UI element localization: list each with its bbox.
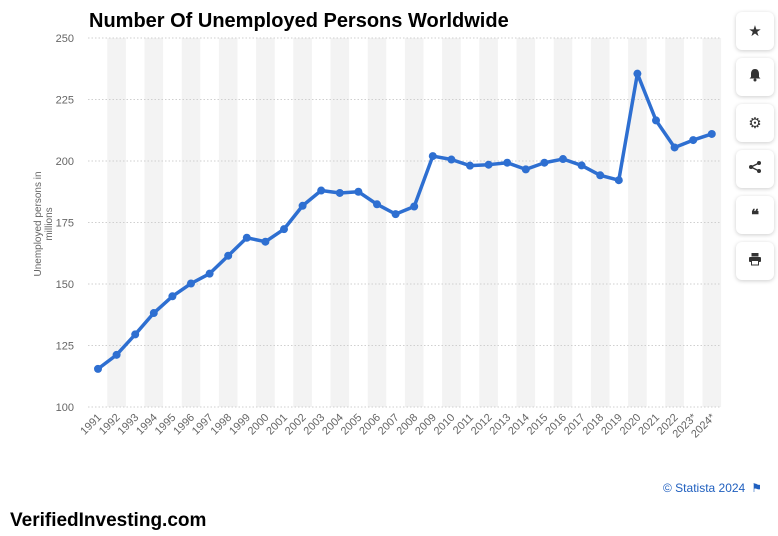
data-point[interactable] [652,116,660,125]
data-point[interactable] [428,152,437,161]
y-axis-ticks: 100 125 150 175 200 225 250 [56,33,74,414]
print-icon [748,252,762,270]
y-tick-label: 100 [56,402,74,414]
data-point[interactable] [707,129,716,138]
data-point[interactable] [224,251,233,260]
favorite-button[interactable]: ★ [736,12,774,50]
y-tick-label: 175 [56,218,74,230]
data-point[interactable] [242,233,251,242]
y-tick-label: 150 [56,279,74,291]
bell-icon [748,68,762,86]
settings-button[interactable]: ⚙ [736,104,774,142]
data-point[interactable] [205,269,214,278]
share-icon [748,160,762,178]
data-point[interactable] [149,309,158,318]
data-point[interactable] [670,143,679,152]
data-point[interactable] [187,279,195,288]
data-point[interactable] [447,155,456,164]
data-point[interactable] [298,201,307,210]
star-icon: ★ [748,23,762,40]
data-point[interactable] [112,350,121,359]
flag-icon: ⚑ [751,481,762,495]
y-tick-label: 225 [56,95,74,107]
data-point[interactable] [596,171,605,180]
cite-button[interactable]: ❝ [736,196,774,234]
column-band [628,38,647,407]
series-line [96,71,714,371]
print-button[interactable] [736,242,774,280]
share-button[interactable] [736,150,774,188]
data-point[interactable] [466,161,474,170]
data-point[interactable] [317,186,326,195]
data-point[interactable] [131,330,140,339]
action-sidebar: ★ ⚙ ❝ [736,12,774,288]
column-band [479,38,498,407]
data-point[interactable] [521,165,530,174]
data-point[interactable] [503,158,512,167]
watermark: VerifiedInvesting.com [10,510,207,531]
data-point[interactable] [484,160,493,169]
y-tick-label: 250 [56,33,74,45]
statista-credit[interactable]: © Statista 2024 ⚑ [663,481,762,495]
grid-lines [88,37,720,408]
x-axis-ticks: 1991199219931994199519961997199819992000… [78,411,718,440]
y-axis-label: Unemployed persons in millions [33,171,55,277]
credit-text: © Statista 2024 [663,481,746,495]
data-point[interactable] [335,188,344,197]
column-band [553,38,573,407]
column-band [665,38,684,407]
data-point[interactable] [614,176,623,185]
data-point[interactable] [261,237,270,246]
gear-icon: ⚙ [748,115,762,132]
column-band [144,38,164,407]
column-band [367,38,387,407]
column-band [330,38,350,407]
y-tick-label: 200 [56,156,74,168]
data-point[interactable] [577,161,586,170]
notification-button[interactable] [736,58,774,96]
chart-title: Number Of Unemployed Persons Worldwide [89,10,509,32]
quote-icon: ❝ [750,207,760,224]
data-point[interactable] [559,155,567,164]
data-point[interactable] [354,187,363,196]
data-point[interactable] [633,69,642,78]
data-point[interactable] [168,292,177,301]
column-band [442,38,461,407]
data-point[interactable] [689,136,698,145]
series-layer [94,69,716,373]
y-tick-label: 125 [56,341,74,353]
column-band [256,38,275,407]
data-point[interactable] [280,225,288,234]
data-point[interactable] [391,210,400,219]
data-point[interactable] [94,364,102,373]
data-point[interactable] [373,200,381,209]
data-point[interactable] [540,158,549,167]
data-point[interactable] [410,202,419,211]
